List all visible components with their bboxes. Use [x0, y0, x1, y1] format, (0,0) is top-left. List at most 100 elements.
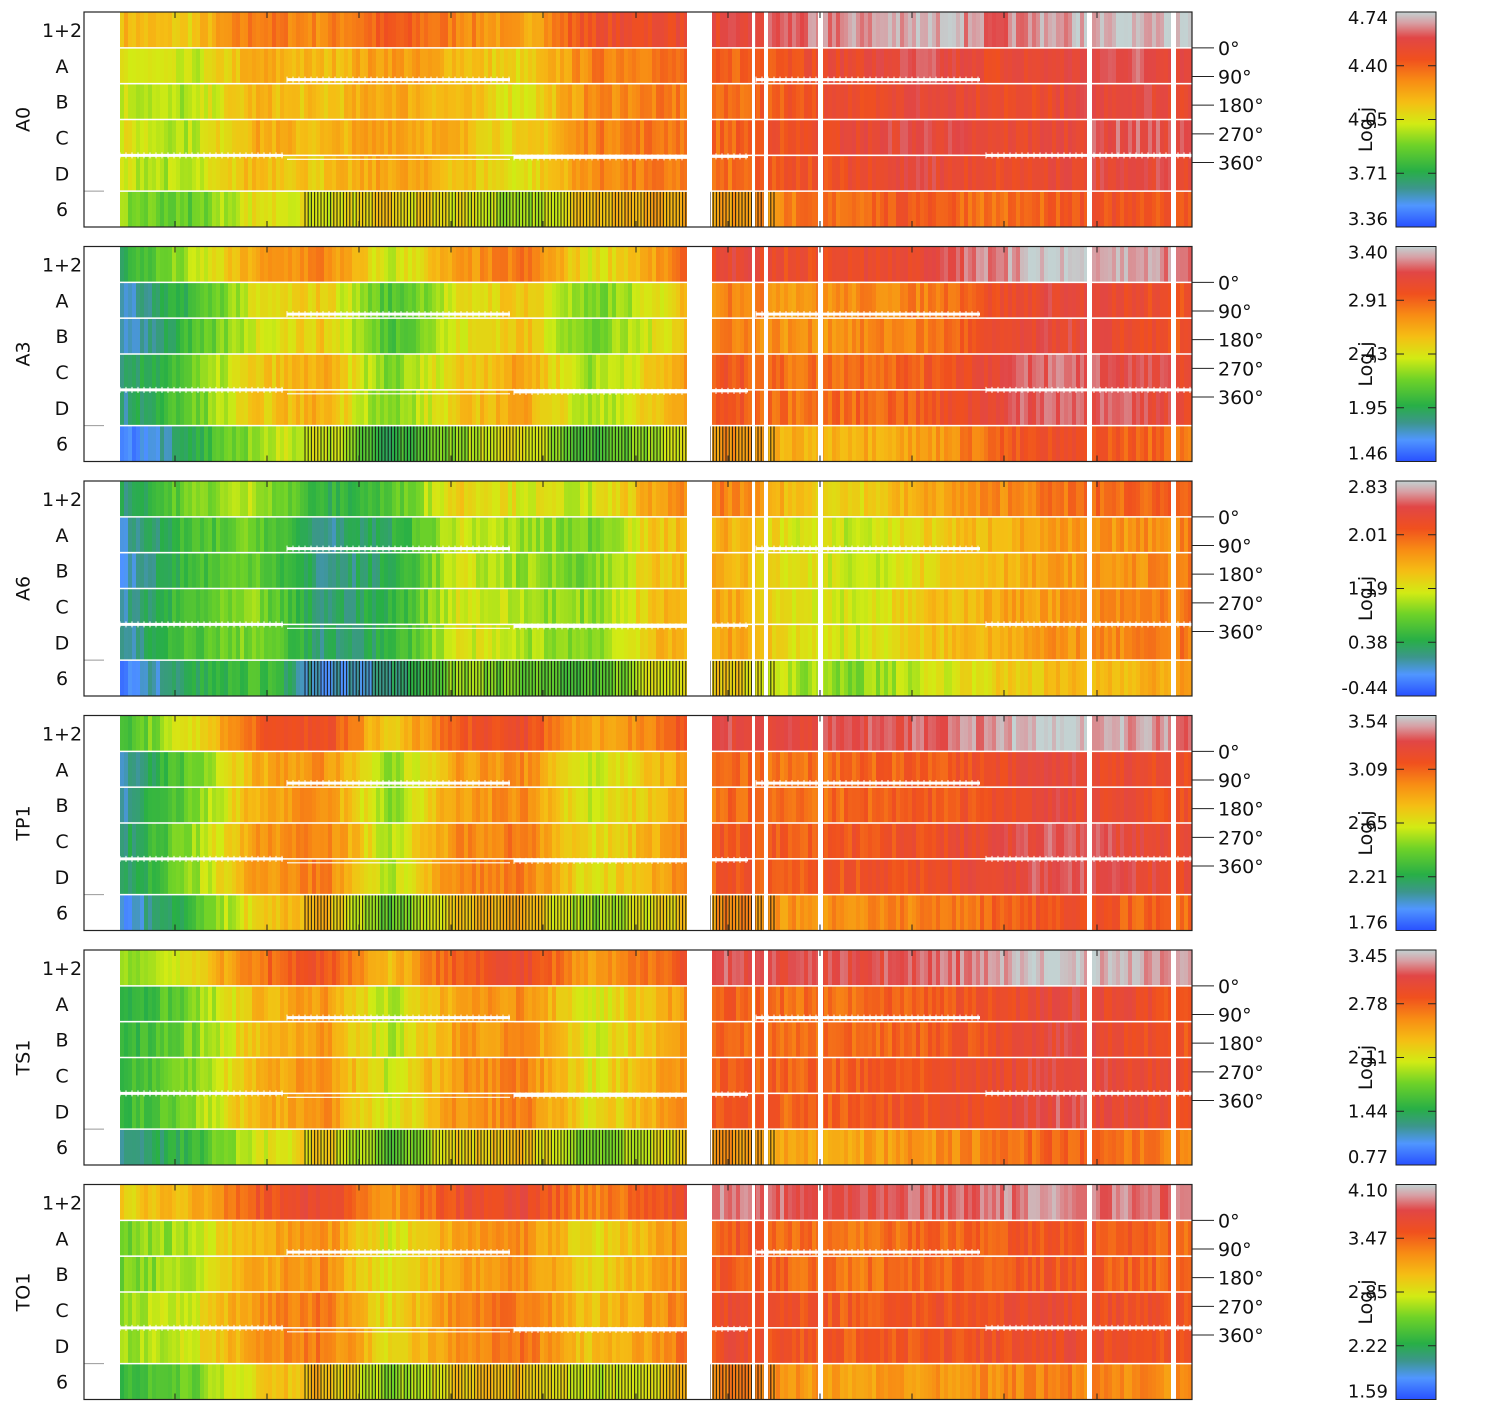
heatmap-cell	[308, 84, 312, 120]
heatmap-cell	[984, 354, 988, 390]
heatmap-cell	[1104, 120, 1108, 156]
heatmap-cell	[1000, 318, 1004, 354]
heatmap-cell	[652, 155, 656, 191]
heatmap-cell	[1116, 354, 1120, 390]
heatmap-cell	[776, 426, 780, 462]
heatmap-cell	[912, 84, 916, 120]
heatmap-cell	[564, 553, 568, 589]
heatmap-cell	[460, 120, 464, 156]
heatmap-cell	[1100, 481, 1104, 517]
heatmap-cell	[932, 553, 936, 589]
heatmap-cell	[1004, 426, 1008, 462]
heatmap-cell	[920, 426, 924, 462]
heatmap-cell	[1024, 553, 1028, 589]
heatmap-cell	[188, 553, 192, 589]
heatmap-cell	[284, 426, 288, 462]
heatmap-cell	[204, 247, 208, 283]
heatmap-cell	[268, 517, 272, 553]
heatmap-cell	[536, 589, 540, 625]
heatmap-cell	[316, 589, 320, 625]
heatmap-cell	[180, 247, 184, 283]
heatmap-cell	[220, 517, 224, 553]
heatmap-cell	[128, 481, 132, 517]
heatmap-cell	[1160, 390, 1164, 426]
heatmap-cell	[648, 120, 652, 156]
heatmap-cell	[256, 12, 260, 48]
heatmap-cell	[996, 247, 1000, 283]
heatmap-cell	[804, 12, 808, 48]
heatmap-cell	[1116, 120, 1120, 156]
heatmap-cell	[496, 481, 500, 517]
heatmap-cell	[836, 318, 840, 354]
heatmap-cell	[120, 282, 124, 318]
heatmap-cell	[208, 426, 212, 462]
heatmap-cell	[224, 282, 228, 318]
heatmap-cell	[1076, 517, 1080, 553]
heatmap-cell	[268, 354, 272, 390]
heatmap-cell	[468, 84, 472, 120]
heatmap-cell	[180, 481, 184, 517]
heatmap-cell	[928, 553, 932, 589]
heatmap-cell	[120, 481, 124, 517]
heatmap-cell	[388, 318, 392, 354]
heatmap-cell	[624, 282, 628, 318]
heatmap-cell	[1148, 48, 1152, 84]
heatmap-cell	[1016, 191, 1020, 227]
heatmap-cell	[908, 553, 912, 589]
heatmap-cell	[828, 247, 832, 283]
heatmap-cell	[728, 48, 732, 84]
heatmap-cell	[512, 517, 516, 553]
heatmap-cell	[280, 247, 284, 283]
heatmap-cell	[608, 12, 612, 48]
heatmap-cell	[1004, 120, 1008, 156]
heatmap-cell	[504, 247, 508, 283]
heatmap-cell	[492, 155, 496, 191]
heatmap-cell	[444, 318, 448, 354]
heatmap-cell	[604, 282, 608, 318]
heatmap-cell	[940, 84, 944, 120]
heatmap-cell	[420, 155, 424, 191]
heatmap-cell	[356, 390, 360, 426]
heatmap-cell	[516, 282, 520, 318]
heatmap-cell	[296, 426, 300, 462]
heatmap-cell	[412, 390, 416, 426]
heatmap-cell	[300, 191, 304, 227]
heatmap-cell	[260, 589, 264, 625]
heatmap-cell	[544, 120, 548, 156]
heatmap-cell	[588, 48, 592, 84]
heatmap-cell	[992, 84, 996, 120]
heatmap-cell	[788, 247, 792, 283]
heatmap-cell	[156, 517, 160, 553]
heatmap-cell	[636, 120, 640, 156]
heatmap-cell	[276, 12, 280, 48]
heatmap-cell	[204, 318, 208, 354]
heatmap-cell	[144, 481, 148, 517]
heatmap-cell	[1136, 481, 1140, 517]
heatmap-cell	[968, 390, 972, 426]
heatmap-cell	[616, 354, 620, 390]
heatmap-cell	[920, 155, 924, 191]
heatmap-cell	[1072, 318, 1076, 354]
heatmap-cell	[1152, 589, 1156, 625]
heatmap-cell	[736, 48, 740, 84]
heatmap-cell	[996, 589, 1000, 625]
heatmap-cell	[736, 155, 740, 191]
heatmap-cell	[1060, 390, 1064, 426]
heatmap-cell	[996, 318, 1000, 354]
heatmap-cell	[368, 481, 372, 517]
heatmap-cell	[592, 120, 596, 156]
angle-label: 180°	[1218, 330, 1264, 352]
heatmap-cell	[324, 354, 328, 390]
heatmap-cell	[328, 247, 332, 283]
heatmap-cell	[604, 84, 608, 120]
heatmap-cell	[980, 247, 984, 283]
heatmap-cell	[324, 155, 328, 191]
heatmap-cell	[268, 120, 272, 156]
heatmap-cell	[148, 426, 152, 462]
heatmap-cell	[280, 390, 284, 426]
heatmap-cell	[872, 354, 876, 390]
heatmap-cell	[136, 517, 140, 553]
heatmap-cell	[184, 12, 188, 48]
heatmap-cell	[436, 12, 440, 48]
heatmap-cell	[988, 247, 992, 283]
